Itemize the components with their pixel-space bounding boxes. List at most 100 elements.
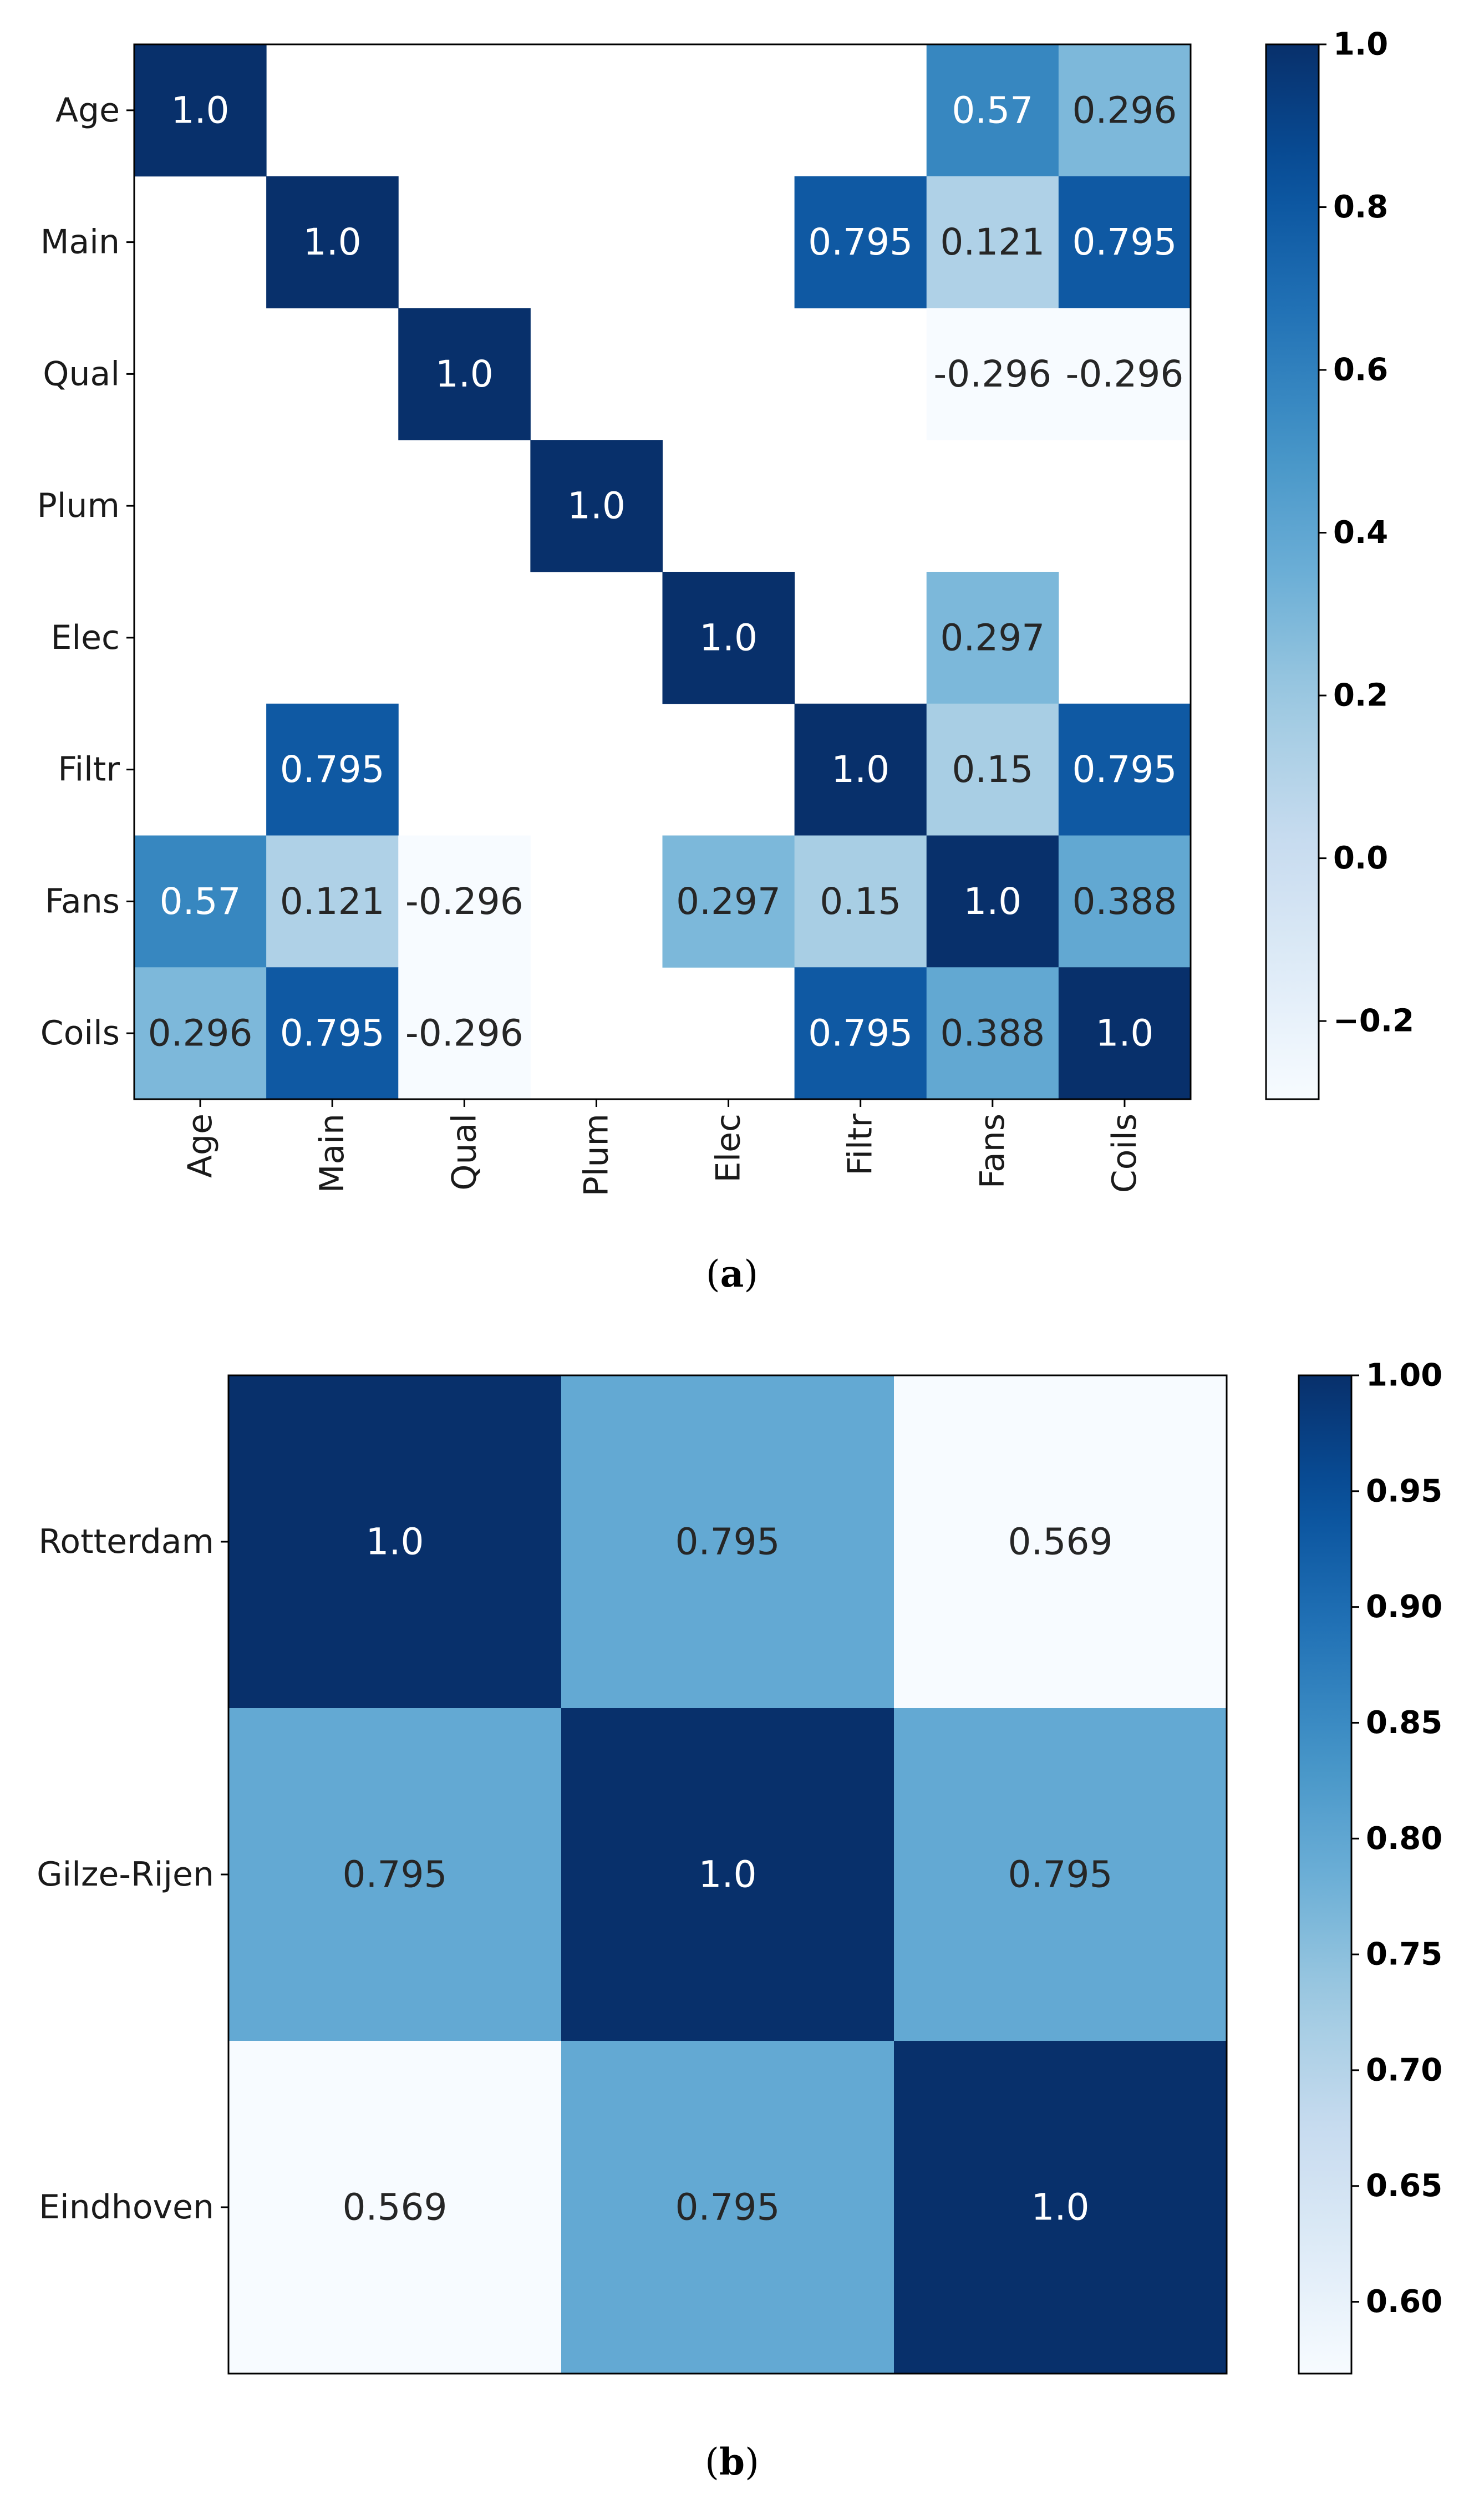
colorbar-tick-label: 0.95 [1366, 1473, 1442, 1509]
cell-value-label: 0.121 [940, 221, 1045, 263]
heatmap-b-frame [227, 1374, 1228, 2375]
cell-value-label: 1.0 [831, 748, 889, 791]
heatmap-cell [1058, 44, 1191, 177]
colorbar-gradient [1265, 43, 1320, 1100]
heatmap-b-cells: 1.0 0.795 0.569 0.795 1.0 0.795 0.569 0.795 1.0 [228, 1375, 1227, 2374]
heatmap-cell [662, 572, 795, 704]
heatmap-cell [134, 835, 267, 968]
heatmap-a-x-tick-labels: Age Main Qual Plum Elec Filtr Fans Coils [181, 1099, 1144, 1196]
cell-value-label: 0.795 [1072, 748, 1177, 791]
cell-value-label: 0.297 [940, 616, 1045, 659]
cell-value-label: 1.0 [567, 485, 626, 527]
caption-b: (b) [705, 2440, 759, 2483]
heatmap-cell [794, 835, 927, 968]
heatmap-cell [926, 44, 1059, 177]
heatmap-a-frame [133, 43, 1192, 1100]
heatmap-cell [894, 1708, 1227, 2041]
heatmap-cell [1058, 308, 1191, 440]
cell-value-label: 0.297 [676, 880, 781, 923]
heatmap-cell [561, 2041, 894, 2374]
colorbar-tick-label: 0.8 [1333, 189, 1388, 225]
heatmap-cell [926, 967, 1059, 1100]
cell-value-label: -0.296 [405, 1012, 523, 1055]
cell-value-label: 0.57 [160, 880, 241, 923]
x-tick-label: Fans [973, 1114, 1012, 1188]
heatmap-cell [1058, 176, 1191, 308]
cell-value-label: 1.0 [1031, 2186, 1090, 2229]
caption-letter: b [719, 2440, 745, 2483]
x-tick-label: Plum [577, 1114, 616, 1196]
heatmap-cell [266, 835, 399, 968]
y-tick-label: Plum [37, 486, 120, 525]
cell-value-label: 0.795 [1072, 221, 1177, 263]
colorbar-tick-label: 0.75 [1366, 1937, 1442, 1973]
colorbar-tick-label: 0.70 [1366, 2052, 1442, 2088]
cell-value-label: 0.569 [343, 2186, 448, 2229]
colorbar-tick-label: 0.4 [1333, 515, 1388, 551]
y-tick-label: Qual [43, 354, 120, 393]
colorbar-tick-label: 1.00 [1366, 1358, 1442, 1394]
x-tick-label: Qual [445, 1114, 484, 1191]
heatmap-cell [530, 440, 663, 572]
heatmap-cell [1058, 703, 1191, 836]
cell-value-label: 1.0 [303, 221, 362, 263]
heatmap-cell [398, 835, 531, 968]
cell-value-label: 0.795 [808, 221, 913, 263]
y-tick-label: Age [55, 91, 120, 130]
heatmap-cell [794, 176, 927, 308]
cell-value-label: 1.0 [171, 89, 230, 131]
heatmap-b: 1.0 0.795 0.569 0.795 1.0 0.795 0.569 0.795 1.0 … [37, 1358, 1442, 2484]
heatmap-cell [134, 967, 267, 1100]
cell-value-label: -0.296 [405, 880, 523, 923]
heatmap-cell [266, 176, 399, 308]
cell-value-label: 0.795 [280, 748, 385, 791]
heatmap-cell [926, 572, 1059, 704]
y-tick-label: Elec [51, 618, 120, 657]
heatmap-cell [228, 1708, 562, 2041]
cell-value-label: 0.388 [940, 1012, 1045, 1055]
x-tick-label: Main [313, 1114, 352, 1193]
cell-value-label: 1.0 [435, 353, 494, 395]
colorbar-tick-label: 0.65 [1366, 2168, 1442, 2204]
cell-value-label: 1.0 [699, 1853, 757, 1896]
heatmap-cell [561, 1708, 894, 2041]
y-tick-label: Fans [45, 882, 120, 921]
cell-value-label: 0.795 [808, 1012, 913, 1055]
heatmap-cell [926, 308, 1059, 440]
y-tick-label: Rotterdam [38, 1522, 214, 1561]
heatmap-cell [266, 703, 399, 836]
heatmap-cell [134, 44, 267, 177]
heatmap-a-y-tick-labels: Age Main Qual Plum Elec Filtr Fans Coils [37, 91, 134, 1053]
colorbar-tick-label: 0.90 [1366, 1589, 1442, 1625]
cell-value-label: 0.795 [675, 1521, 780, 1563]
heatmap-a-cells: 1.0 0.57 0.296 1.0 0.795 0.121 0.795 1.0 -0.296 -… [134, 44, 1191, 1100]
cell-value-label: 0.388 [1072, 880, 1177, 923]
heatmap-cell [894, 2041, 1227, 2374]
heatmap-cell [561, 1375, 894, 1709]
colorbar-tick-label: 1.0 [1333, 27, 1388, 63]
heatmap-cell [926, 703, 1059, 836]
heatmap-cell [662, 835, 795, 968]
cell-value-label: 0.57 [952, 89, 1033, 131]
cell-value-label: 0.795 [343, 1853, 448, 1896]
colorbar-tick-label: 0.60 [1366, 2284, 1442, 2320]
colorbar-tick-label: 0.85 [1366, 1705, 1442, 1741]
heatmap-cell [228, 1375, 562, 1709]
colorbar-tick-label: 0.6 [1333, 352, 1388, 388]
heatmap-cell [794, 967, 927, 1100]
cell-value-label: -0.296 [1066, 353, 1184, 395]
heatmap-cell [1058, 835, 1191, 968]
x-tick-label: Coils [1105, 1114, 1144, 1193]
cell-value-label: 0.569 [1008, 1521, 1113, 1563]
x-tick-label: Filtr [841, 1114, 880, 1176]
cell-value-label: 0.296 [148, 1012, 253, 1055]
y-tick-label: Coils [40, 1014, 120, 1053]
cell-value-label: 0.795 [675, 2186, 780, 2229]
caption-a: (a) [706, 1252, 758, 1295]
colorbar-tick-label: −0.2 [1333, 1003, 1414, 1039]
cell-value-label: 1.0 [699, 616, 758, 659]
cell-value-label: 1.0 [963, 880, 1021, 923]
cell-value-label: 0.795 [1008, 1853, 1113, 1896]
cell-value-label: 0.121 [280, 880, 385, 923]
